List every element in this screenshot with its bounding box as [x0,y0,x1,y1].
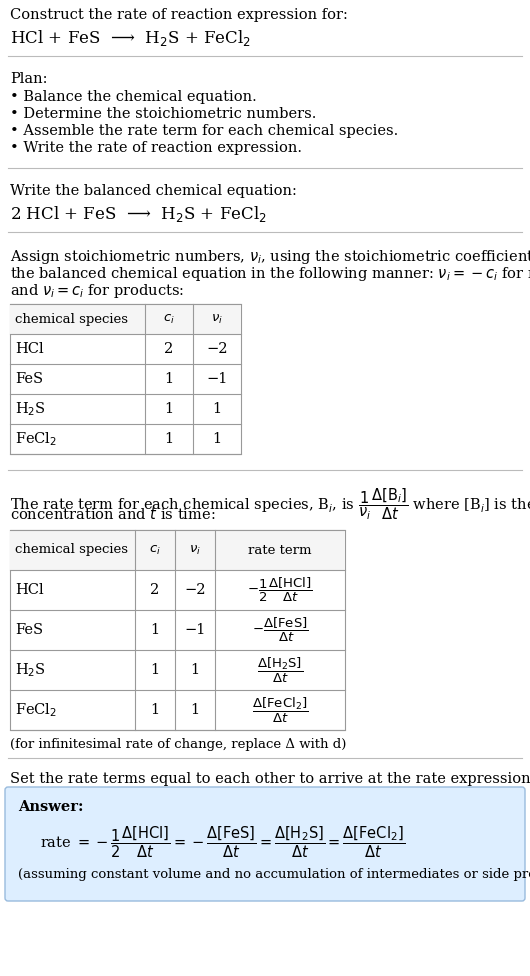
Text: FeCl$_2$: FeCl$_2$ [15,430,57,448]
Text: chemical species: chemical species [15,544,128,556]
Text: $c_i$: $c_i$ [163,312,175,326]
Text: • Determine the stoichiometric numbers.: • Determine the stoichiometric numbers. [10,107,316,121]
Text: 1: 1 [151,623,160,637]
Text: 1: 1 [164,432,173,446]
Text: • Write the rate of reaction expression.: • Write the rate of reaction expression. [10,141,302,155]
Bar [10,530,345,730]
Text: 1: 1 [151,703,160,717]
Text: $-\dfrac{1}{2}\dfrac{\Delta[\mathrm{HCl}]}{\Delta t}$: $-\dfrac{1}{2}\dfrac{\Delta[\mathrm{HCl}… [248,576,313,604]
FancyBboxPatch shape [5,787,525,901]
Text: • Balance the chemical equation.: • Balance the chemical equation. [10,90,257,104]
Text: FeS: FeS [15,623,43,637]
Text: −2: −2 [206,342,228,356]
Text: rate term: rate term [248,544,312,556]
Text: 1: 1 [213,432,222,446]
Text: $-\dfrac{\Delta[\mathrm{FeS}]}{\Delta t}$: $-\dfrac{\Delta[\mathrm{FeS}]}{\Delta t}… [252,616,308,644]
Text: Answer:: Answer: [18,800,84,814]
Text: HCl + FeS  ⟶  H$_2$S + FeCl$_2$: HCl + FeS ⟶ H$_2$S + FeCl$_2$ [10,28,251,48]
Text: Set the rate terms equal to each other to arrive at the rate expression:: Set the rate terms equal to each other t… [10,772,530,786]
Bar [10,304,241,454]
Text: 2: 2 [151,583,160,597]
Bar [10,530,345,570]
Text: −1: −1 [184,623,206,637]
Text: −1: −1 [206,372,228,386]
Text: FeCl$_2$: FeCl$_2$ [15,701,57,719]
Bar [10,304,241,334]
Text: $\nu_i$: $\nu_i$ [211,312,223,326]
Text: $\dfrac{\Delta[\mathrm{FeCl_2}]}{\Delta t}$: $\dfrac{\Delta[\mathrm{FeCl_2}]}{\Delta … [252,695,308,724]
Text: 1: 1 [151,663,160,677]
Text: Assign stoichiometric numbers, $\nu_i$, using the stoichiometric coefficients, $: Assign stoichiometric numbers, $\nu_i$, … [10,248,530,266]
Text: and $\nu_i = c_i$ for products:: and $\nu_i = c_i$ for products: [10,282,184,300]
Text: 1: 1 [190,703,200,717]
Text: 1: 1 [164,402,173,416]
Text: (for infinitesimal rate of change, replace Δ with d): (for infinitesimal rate of change, repla… [10,738,347,751]
Text: Write the balanced chemical equation:: Write the balanced chemical equation: [10,184,297,198]
Text: chemical species: chemical species [15,312,128,326]
Text: rate $= -\dfrac{1}{2}\dfrac{\Delta[\mathrm{HCl}]}{\Delta t} = -\dfrac{\Delta[\ma: rate $= -\dfrac{1}{2}\dfrac{\Delta[\math… [40,824,405,860]
Text: concentration and $t$ is time:: concentration and $t$ is time: [10,506,216,522]
Text: 1: 1 [164,372,173,386]
Text: 1: 1 [213,402,222,416]
Text: 2: 2 [164,342,174,356]
Text: 1: 1 [190,663,200,677]
Text: H$_2$S: H$_2$S [15,661,46,679]
Text: H$_2$S: H$_2$S [15,400,46,418]
Text: −2: −2 [184,583,206,597]
Text: Plan:: Plan: [10,72,48,86]
Text: • Assemble the rate term for each chemical species.: • Assemble the rate term for each chemic… [10,124,398,138]
Text: Construct the rate of reaction expression for:: Construct the rate of reaction expressio… [10,8,348,22]
Text: The rate term for each chemical species, B$_i$, is $\dfrac{1}{\nu_i}\dfrac{\Delt: The rate term for each chemical species,… [10,486,530,521]
Text: 2 HCl + FeS  ⟶  H$_2$S + FeCl$_2$: 2 HCl + FeS ⟶ H$_2$S + FeCl$_2$ [10,204,267,224]
Text: $\nu_i$: $\nu_i$ [189,544,201,556]
Text: HCl: HCl [15,583,43,597]
Text: (assuming constant volume and no accumulation of intermediates or side products): (assuming constant volume and no accumul… [18,868,530,881]
Text: $c_i$: $c_i$ [149,544,161,556]
Text: FeS: FeS [15,372,43,386]
Text: HCl: HCl [15,342,43,356]
Text: the balanced chemical equation in the following manner: $\nu_i = -c_i$ for react: the balanced chemical equation in the fo… [10,265,530,283]
Text: $\dfrac{\Delta[\mathrm{H_2S}]}{\Delta t}$: $\dfrac{\Delta[\mathrm{H_2S}]}{\Delta t}… [257,656,303,684]
